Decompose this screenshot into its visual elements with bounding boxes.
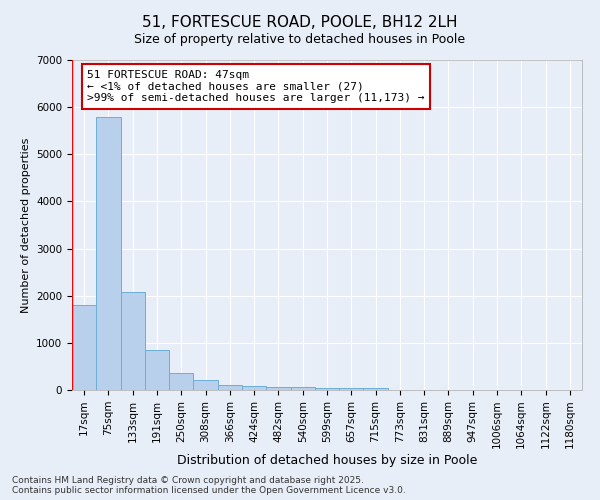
Bar — [121, 292, 145, 390]
Bar — [315, 388, 339, 390]
X-axis label: Distribution of detached houses by size in Poole: Distribution of detached houses by size … — [177, 454, 477, 467]
Bar — [193, 380, 218, 390]
Text: Size of property relative to detached houses in Poole: Size of property relative to detached ho… — [134, 32, 466, 46]
Text: 51 FORTESCUE ROAD: 47sqm
← <1% of detached houses are smaller (27)
>99% of semi-: 51 FORTESCUE ROAD: 47sqm ← <1% of detach… — [88, 70, 425, 103]
Bar — [218, 384, 242, 390]
Bar — [290, 388, 315, 390]
Bar — [96, 116, 121, 390]
Text: 51, FORTESCUE ROAD, POOLE, BH12 2LH: 51, FORTESCUE ROAD, POOLE, BH12 2LH — [142, 15, 458, 30]
Bar — [242, 386, 266, 390]
Text: Contains HM Land Registry data © Crown copyright and database right 2025.
Contai: Contains HM Land Registry data © Crown c… — [12, 476, 406, 495]
Bar — [364, 388, 388, 390]
Y-axis label: Number of detached properties: Number of detached properties — [20, 138, 31, 312]
Bar — [145, 350, 169, 390]
Bar — [72, 305, 96, 390]
Bar — [266, 386, 290, 390]
Bar — [169, 373, 193, 390]
Bar — [339, 388, 364, 390]
